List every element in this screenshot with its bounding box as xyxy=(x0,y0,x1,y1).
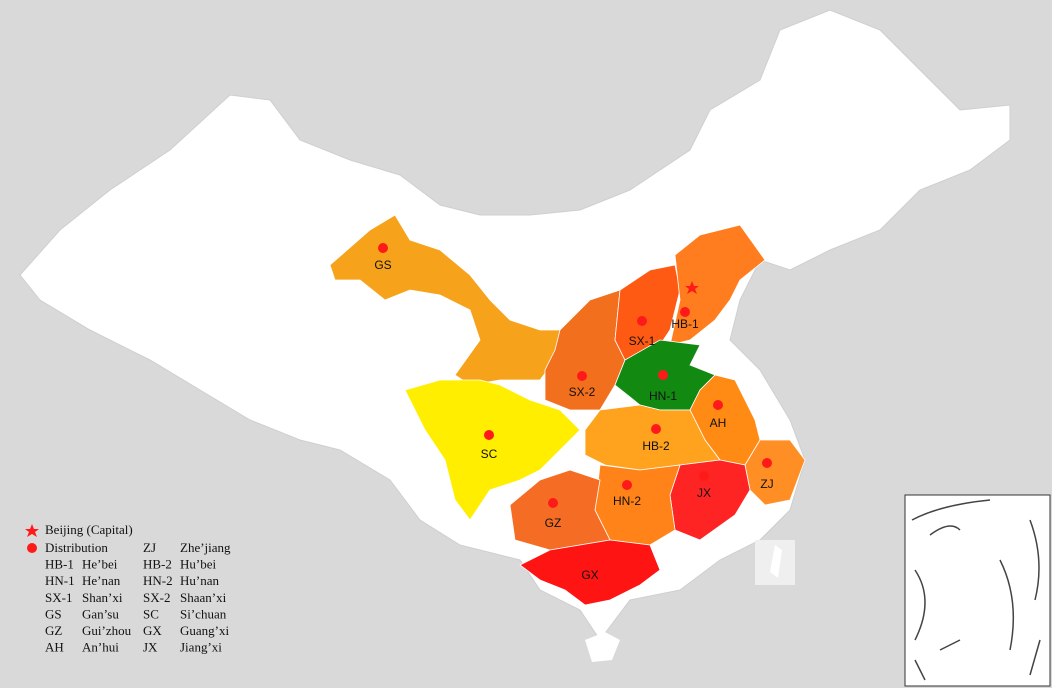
province-dot xyxy=(577,371,587,381)
legend-capital: Beijing (Capital) xyxy=(45,522,133,537)
legend-code: GX xyxy=(143,623,162,638)
legend-name: Shaan’xi xyxy=(180,590,227,605)
province-dot xyxy=(548,498,558,508)
province-dot xyxy=(658,370,668,380)
taiwan xyxy=(770,545,782,578)
legend-code: ZJ xyxy=(143,540,156,555)
province-gz xyxy=(509,469,611,551)
legend-code: GS xyxy=(45,606,62,621)
legend-code: AH xyxy=(45,640,64,655)
province-labels: GS SX-1 HB-1 SX-2 HN-1 AH HB-2 SC ZJ JX HN-2 GZ GX xyxy=(374,243,774,582)
province-dot xyxy=(699,471,709,481)
legend-code: HN-1 xyxy=(45,573,75,588)
province-label: HB-2 xyxy=(642,439,670,453)
province-dot xyxy=(637,316,647,326)
province-label: HB-1 xyxy=(671,317,699,331)
province-label: HN-1 xyxy=(649,389,677,403)
legend-name: Zhe’jiang xyxy=(180,540,231,555)
province-sx2 xyxy=(544,289,626,411)
province-dot xyxy=(651,424,661,434)
province-hb1 xyxy=(669,224,766,346)
province-label: GS xyxy=(374,258,391,272)
province-label: GX xyxy=(581,568,598,582)
legend-name: He’nan xyxy=(82,573,121,588)
legend-name: Jiang’xi xyxy=(180,640,222,655)
hainan xyxy=(585,632,620,662)
legend-code: HB-1 xyxy=(45,557,74,572)
legend-name: Si’chuan xyxy=(180,606,227,621)
legend-name: Shan’xi xyxy=(82,590,123,605)
province-label: SC xyxy=(481,447,498,461)
province-dot xyxy=(484,430,494,440)
province-zj xyxy=(744,439,806,506)
legend-code: GZ xyxy=(45,623,62,638)
legend-name: An’hui xyxy=(82,640,119,655)
legend-code: JX xyxy=(143,640,158,655)
province-dot xyxy=(762,458,772,468)
province-dot xyxy=(680,307,690,317)
legend: Beijing (Capital) Distribution ZJ Zhe’jia… xyxy=(25,522,231,655)
legend-code: SC xyxy=(143,606,159,621)
legend-distribution: Distribution xyxy=(45,540,108,555)
legend-name: Hu’bei xyxy=(180,557,216,572)
inset xyxy=(904,494,1051,687)
province-sx1 xyxy=(614,264,681,361)
legend-code: SX-2 xyxy=(143,590,170,605)
province-gx xyxy=(519,539,661,606)
province-dot xyxy=(713,400,723,410)
legend-name: Gan’su xyxy=(82,606,119,621)
province-dot xyxy=(378,243,388,253)
legend-dot xyxy=(27,543,37,553)
province-label: AH xyxy=(710,416,727,430)
capital-star xyxy=(685,281,699,294)
legend-name: Hu’nan xyxy=(180,573,219,588)
province-label: HN-2 xyxy=(613,494,641,508)
province-gs xyxy=(329,214,561,386)
legend-name: Gui’zhou xyxy=(82,623,132,638)
province-label: JX xyxy=(697,486,711,500)
province-label: ZJ xyxy=(760,477,773,491)
province-label: GZ xyxy=(545,516,562,530)
legend-name: He’bei xyxy=(82,557,118,572)
province-sc xyxy=(404,379,581,521)
province-label: SX-2 xyxy=(569,385,596,399)
legend-code: HN-2 xyxy=(143,573,173,588)
legend-star xyxy=(25,524,39,537)
legend-code: HB-2 xyxy=(143,557,172,572)
province-hb2 xyxy=(584,404,721,471)
legend-code: SX-1 xyxy=(45,590,72,605)
provinces xyxy=(329,214,806,606)
legend-name: Guang’xi xyxy=(180,623,229,638)
province-label: SX-1 xyxy=(629,334,656,348)
province-dot xyxy=(622,480,632,490)
